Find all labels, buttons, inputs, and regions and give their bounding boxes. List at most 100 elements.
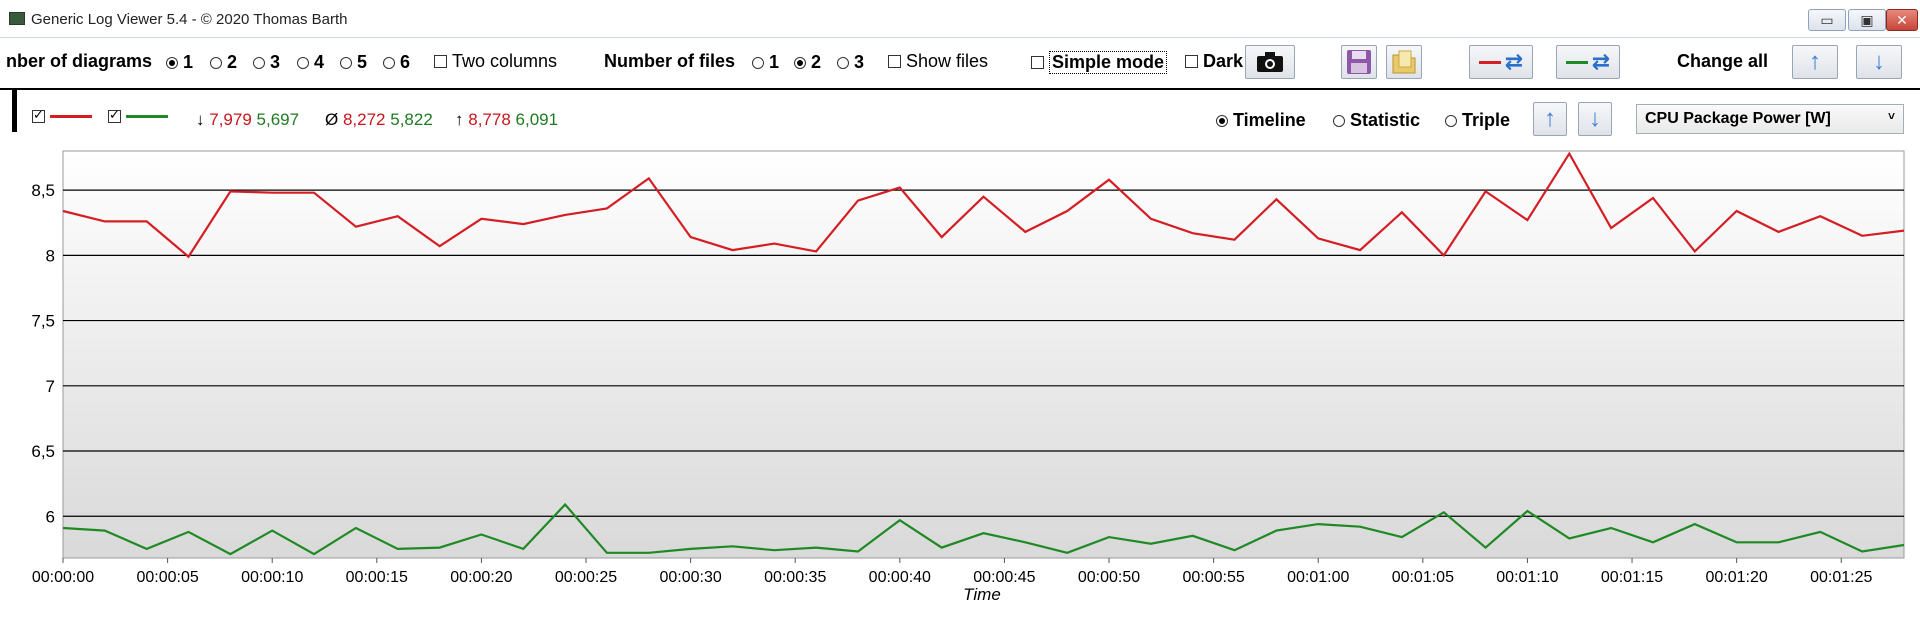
view-radio-timeline[interactable]: Timeline [1216,110,1306,131]
radio-label: 4 [314,52,325,72]
radio-dot [794,56,806,69]
files-radio-1[interactable]: 1 [752,52,779,73]
checkbox-box [32,107,45,123]
screenshot-button[interactable] [1245,45,1295,79]
max-green-value: 6,091 [515,110,559,129]
refresh-icon: ⇄ [1591,49,1611,74]
change-red-file-button[interactable]: ⇄ [1469,45,1533,79]
x-tick-label: 00:00:50 [1078,569,1140,586]
checkbox-box [108,107,121,123]
x-tick-label: 00:00:35 [764,569,826,586]
series-lines [62,151,1905,556]
two-columns-checkbox[interactable]: Two columns [434,51,557,72]
camera-icon [1257,52,1283,72]
diagrams-radio-4[interactable]: 4 [297,52,324,73]
radio-label: Triple [1462,110,1511,130]
diagram-header: ↓ 7,979 5,697 Ø 8,272 5,822 ↑ 8,778 6,09… [0,90,1920,146]
x-tick-label: 00:01:05 [1392,569,1454,586]
radio-dot [1333,114,1345,127]
close-button[interactable]: ✕ [1886,9,1918,31]
radio-dot [1216,114,1228,127]
min-icon: ↓ [196,110,205,129]
sensor-up-button[interactable]: ↑ [1533,102,1567,136]
red-series-line-icon [1478,60,1501,64]
dark-checkbox[interactable]: Dark [1185,51,1243,72]
chevron-down-icon: ˅ [1887,109,1895,123]
max-icon: ↑ [455,110,464,129]
radio-label: 3 [854,52,865,72]
x-tick-label: 00:01:00 [1287,569,1349,586]
avg-stat: Ø 8,272 5,822 [325,110,433,130]
arrow-down-icon: ↓ [1589,105,1601,132]
open-folder-button[interactable] [1386,45,1422,79]
x-tick-label: 00:01:15 [1601,569,1663,586]
diagrams-radio-2[interactable]: 2 [210,52,237,73]
x-tick-label: 00:01:10 [1496,569,1558,586]
plot-area [62,150,1905,559]
files-radio-3[interactable]: 3 [837,52,864,73]
y-tick-label: 6,5 [31,442,55,461]
floppy-disk-icon [1347,50,1371,74]
radio-dot [1445,114,1457,127]
x-axis-label: Time [963,585,1001,604]
sensor-select[interactable]: CPU Package Power [W] ˅ [1636,104,1904,134]
number-of-files-label: Number of files [604,51,736,71]
change-green-file-button[interactable]: ⇄ [1556,45,1620,79]
avg-icon: Ø [325,110,339,129]
radio-dot [166,56,178,69]
view-radio-statistic[interactable]: Statistic [1333,110,1420,131]
minimize-button[interactable]: ▭ [1808,9,1846,31]
simple-mode-checkbox[interactable]: Simple mode [1031,51,1168,74]
radio-label: Timeline [1233,110,1306,130]
y-tick-label: 8 [46,246,55,265]
arrow-down-icon: ↓ [1873,48,1885,75]
series-line-1 [62,151,1905,259]
series-line-2 [62,502,1905,556]
folder-icon [1392,50,1416,74]
diagrams-radio-3[interactable]: 3 [253,52,280,73]
checkbox-box [888,55,901,68]
diagrams-radio-6[interactable]: 6 [383,52,410,73]
x-tick-label: 00:00:20 [450,569,512,586]
files-radio-2[interactable]: 2 [794,52,821,73]
y-tick-label: 7 [46,377,55,396]
radio-dot [752,56,764,69]
x-tick-label: 00:00:05 [136,569,198,586]
view-radio-triple[interactable]: Triple [1445,110,1510,131]
change-all-up-button[interactable]: ↑ [1792,45,1838,79]
change-all-down-button[interactable]: ↓ [1856,45,1902,79]
x-tick-label: 00:00:15 [346,569,408,586]
avg-green-value: 5,822 [390,110,433,129]
min-red-value: 7,979 [209,110,252,129]
radio-dot [340,56,352,69]
show-files-checkbox[interactable]: Show files [888,51,988,72]
checkbox-label: Show files [906,51,989,71]
radio-label: 6 [400,52,411,72]
x-tick-label: 00:00:55 [1182,569,1244,586]
x-tick-label: 00:00:40 [869,569,931,586]
x-tick-label: 00:00:30 [659,569,721,586]
title-bar: Generic Log Viewer 5.4 - © 2020 Thomas B… [0,0,1920,38]
diagrams-radio-1[interactable]: 1 [166,52,193,73]
series2-visible-checkbox[interactable] [108,107,168,123]
diagram-selection-bar [12,90,17,132]
green-series-line-icon [1565,60,1588,64]
radio-label: Statistic [1350,110,1421,130]
change-all-label: Change all [1677,51,1769,71]
min-stat: ↓ 7,979 5,697 [196,110,299,130]
diagrams-radio-5[interactable]: 5 [340,52,367,73]
radio-dot [210,56,222,69]
radio-dot [837,56,849,69]
arrow-up-icon: ↑ [1544,105,1556,132]
app-icon [9,12,25,25]
checkbox-label: Two columns [452,51,558,71]
maximize-button[interactable]: ▣ [1848,9,1886,31]
y-tick-label: 7,5 [31,312,55,331]
x-tick-label: 00:01:20 [1705,569,1767,586]
sensor-down-button[interactable]: ↓ [1578,102,1612,136]
save-button[interactable] [1341,45,1377,79]
series1-visible-checkbox[interactable] [32,107,92,123]
green-series-line-icon [126,115,168,118]
timeline-chart[interactable]: 8,587,576,56 00:00:00 00:00:05 00:00:10 00:… [0,146,1920,623]
min-green-value: 5,697 [256,110,300,129]
